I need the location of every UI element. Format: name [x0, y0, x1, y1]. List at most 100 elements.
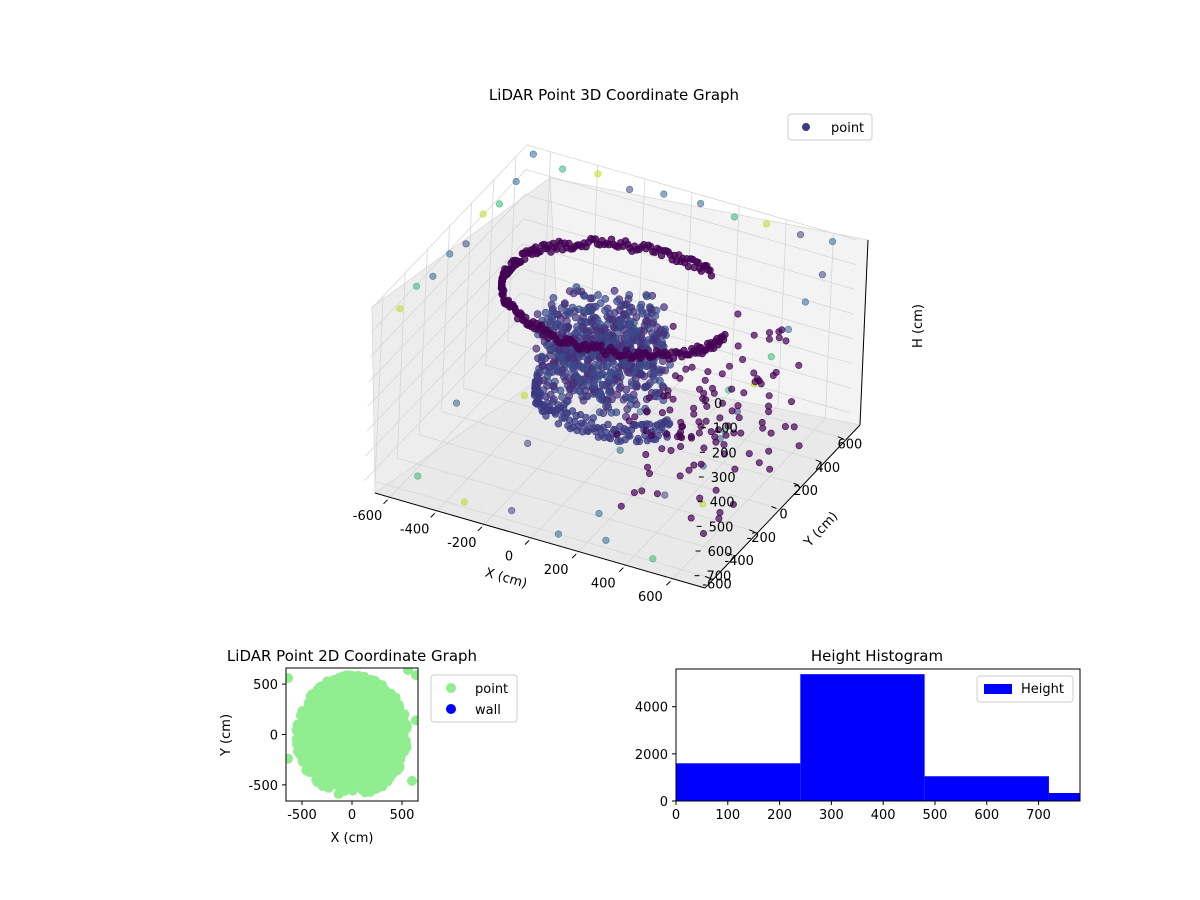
y-tick-3d-4	[793, 482, 799, 486]
scatter-3d-point-1155	[625, 417, 633, 425]
scatter-3d-point-519	[616, 383, 625, 391]
histogram-x-tick-label-2: 200	[767, 808, 792, 823]
grid-back-x-3	[683, 192, 693, 378]
x-tick-label-3d-2: -200	[447, 536, 477, 551]
scatter-3d-point-1251	[775, 334, 783, 342]
z-tick-label-3d-1: 100	[713, 422, 738, 437]
scatter-3d-point-1236	[663, 391, 671, 399]
scatter-3d-point-1253	[695, 385, 703, 393]
y-tick-label-3d-3: 0	[779, 508, 787, 523]
scatter-3d-point-1153	[667, 446, 675, 454]
histogram-x-tick-label-7: 700	[1026, 808, 1051, 823]
scatter-3d-point-677	[657, 341, 665, 349]
scatter-3d-point-848	[507, 259, 515, 267]
scatter-3d-point-1180	[720, 441, 728, 449]
scatter-3d-point-33	[524, 439, 532, 448]
scatter-3d-point-1148	[782, 337, 790, 345]
scatter-2d-point-882	[338, 768, 349, 778]
scatter-2d-point-898	[361, 755, 372, 766]
scatter-3d-point-716	[569, 379, 578, 388]
scatter-3d-point-1261	[751, 378, 759, 386]
scatter-3d-point-1237	[765, 447, 773, 455]
scatter-2d-point-888	[365, 763, 376, 774]
legend-2d-marker-point	[446, 683, 456, 693]
scatter-3d-title: LiDAR Point 3D Coordinate Graph	[489, 86, 739, 104]
grid-back-h-2	[524, 193, 855, 290]
legend-3d: point	[787, 113, 873, 141]
scatter-2d-point-826	[342, 687, 353, 698]
scatter-3d-point-1242	[671, 372, 679, 380]
y-tick-3d-2	[749, 529, 755, 533]
scatter-2d-point-899	[329, 772, 340, 782]
scatter-2d-point-854	[372, 738, 383, 748]
scatter-3d-point-522	[586, 294, 595, 303]
scatter-2d-point-886	[398, 710, 409, 721]
scatter-3d-point-736	[613, 297, 621, 306]
scatter-2d-title: LiDAR Point 2D Coordinate Graph	[227, 647, 477, 665]
grid-back-h-4	[522, 243, 853, 340]
scatter-3d-point-1170	[669, 395, 677, 403]
scatter-2d-point-884	[323, 781, 333, 792]
scatter-3d-point-878	[500, 287, 508, 295]
scatter-3d-point-16	[413, 282, 421, 290]
scatter-3d-point-1216	[740, 389, 748, 397]
grid-left-h-7	[364, 317, 520, 481]
scatter-2d-point-870	[389, 695, 400, 705]
y-tick-label-3d-4: 200	[793, 484, 818, 499]
scatter-2d-point-794	[378, 716, 389, 727]
scatter-2d-point-518	[297, 706, 308, 716]
scatter-3d-point-30	[602, 536, 610, 544]
grid-left-h-4	[367, 243, 524, 407]
scatter-3d-point-639	[607, 408, 616, 417]
x-axis-label-3d: X (cm)	[483, 565, 528, 591]
scatter-3d-point-1045	[614, 437, 622, 445]
scatter-3d-point-538	[626, 317, 635, 326]
scatter-3d-point-1214	[721, 450, 729, 458]
grid-left-y-0	[374, 296, 384, 482]
scatter-3d-point-733	[553, 365, 562, 374]
scatter-3d-point-1120	[531, 399, 540, 407]
scatter-3d-point-19	[801, 298, 810, 306]
scatter-3d-point-713	[623, 338, 631, 347]
scatter-3d-point-1196	[775, 328, 783, 336]
y-tick-3d-1	[727, 552, 733, 556]
histogram-title: Height Histogram	[811, 647, 943, 665]
legend-2d-label-wall: wall	[475, 703, 501, 718]
scatter-2d-point-848	[339, 785, 350, 796]
grid-left-y-3	[441, 226, 450, 412]
scatter-3d-point-1230	[638, 487, 646, 495]
scatter-3d-point-1252	[673, 433, 681, 441]
legend-3d-box	[787, 113, 873, 141]
x-tick-3d-4	[571, 553, 577, 559]
scatter-2d-point-885	[314, 698, 325, 709]
scatter-3d-point-1152	[642, 427, 650, 435]
scatter-3d-point-1234	[735, 414, 743, 422]
scatter-3d-point-1165	[795, 442, 803, 450]
scatter-3d-point-740	[611, 336, 619, 345]
scatter-3d-point-1218	[685, 466, 693, 474]
scatter-3d-point-35	[595, 509, 603, 518]
scatter-3d-point-825	[538, 241, 546, 250]
x-tick-label-3d-6: 600	[638, 590, 663, 605]
scatter-3d-point-711	[627, 331, 635, 340]
scatter-2d-points	[286, 668, 418, 799]
scatter-3d-point-531	[532, 344, 541, 353]
scatter-3d-point-489	[603, 400, 612, 409]
scatter-3d-point-342	[533, 310, 542, 318]
z-tick-label-3d-6: 600	[708, 545, 733, 560]
scatter-3d-point-710	[599, 380, 608, 389]
scatter-2d-point-891	[308, 706, 319, 717]
scatter-2d-edge-point-0	[286, 673, 293, 684]
histogram-ticks: 0 100 200 300 400 500 600 700 0 2000 4000	[635, 701, 1051, 823]
scatter-3d-point-679	[642, 317, 650, 326]
y-tick-3d-5	[815, 459, 821, 463]
scatter-3d-point-739	[610, 366, 618, 375]
x-tick-3d-6	[666, 580, 671, 586]
scatter-3d-point-326	[594, 291, 602, 299]
x-tick-label-3d-0: -600	[353, 509, 383, 524]
scatter-2d-point-847	[338, 702, 349, 713]
legend-histogram-label: Height	[1021, 682, 1064, 697]
scatter-3d-point-714	[652, 306, 661, 315]
scatter-3d-point-1164	[696, 494, 704, 502]
